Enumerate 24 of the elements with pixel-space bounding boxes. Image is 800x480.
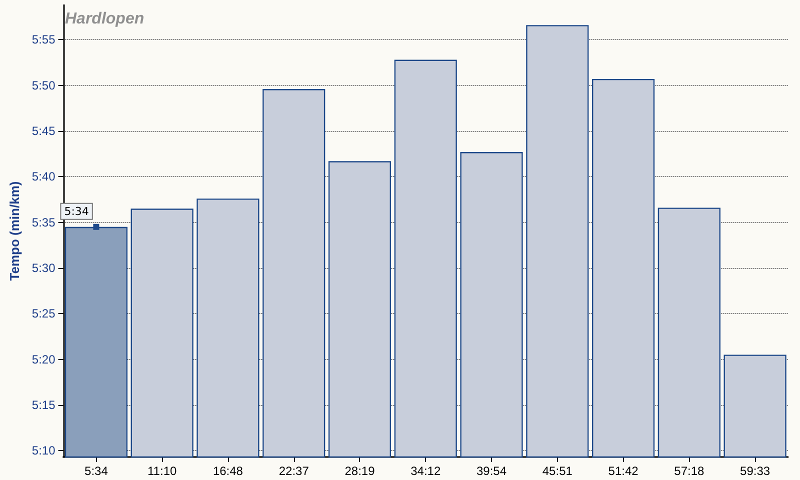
x-tick-label: 51:42 — [608, 464, 639, 478]
y-tick-label: 5:30 — [32, 260, 56, 275]
y-tick-label: 5:50 — [32, 78, 56, 92]
y-tick-label: 5:20 — [32, 352, 56, 366]
chart-title: Hardlopen — [65, 10, 144, 28]
y-tick-label: 5:25 — [32, 306, 56, 321]
y-axis-title: Tempo (min/km) — [7, 181, 22, 281]
x-tick-label: 28:19 — [344, 464, 376, 478]
x-tick-label: 59:33 — [740, 464, 770, 478]
x-tick-label: 39:54 — [476, 464, 507, 478]
y-tick-label: 5:35 — [32, 215, 56, 230]
x-tick-label: 16:48 — [212, 464, 244, 478]
y-tick-label: 5:55 — [32, 32, 56, 47]
x-tick-label: 22:37 — [278, 464, 310, 478]
x-tick-label: 11:10 — [148, 464, 177, 478]
annotation: 5:34 — [64, 204, 89, 218]
x-tick-label: 34:12 — [410, 464, 441, 478]
x-tick-label: 5:34 — [84, 464, 108, 478]
y-tick-label: 5:45 — [32, 124, 56, 138]
x-tick-label: 45:51 — [542, 464, 573, 478]
x-tick-label: 57:18 — [674, 464, 705, 478]
y-tick-label: 5:15 — [32, 398, 56, 412]
y-tick-label: 5:40 — [32, 170, 56, 184]
y-tick-label: 5:10 — [32, 444, 56, 458]
